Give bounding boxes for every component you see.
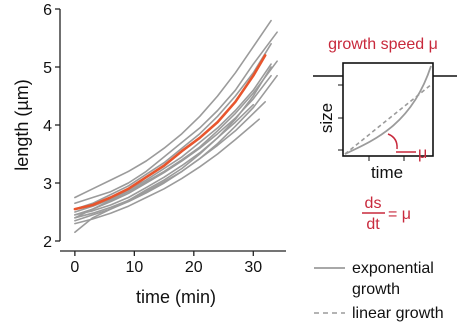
x-tick-label: 20 [185, 259, 203, 276]
trace-lines [73, 19, 278, 234]
trace-line [74, 19, 272, 199]
y-tick-label: 6 [43, 2, 52, 19]
inset-x-label: time [371, 163, 403, 182]
trace-line [74, 42, 272, 210]
main-plot: 2 3 4 5 6 0 10 20 30 length (µm) time (min) [12, 2, 286, 307]
x-tick-label: 10 [125, 259, 143, 276]
formula-rhs: = μ [388, 206, 411, 223]
highlighted-trace-line [73, 54, 267, 211]
legend-exponential-label: exponential growth [352, 260, 438, 298]
legend: exponential growth linear growth [314, 260, 444, 322]
legend-linear-label: linear growth [352, 305, 444, 322]
trace-line [74, 118, 261, 225]
y-axis-label: length (µm) [12, 79, 32, 170]
x-ticks: 0 10 20 30 [70, 251, 262, 276]
inset-x-ticks [368, 156, 405, 161]
inset-y-label: size [317, 103, 336, 133]
slope-angle-arc [387, 133, 398, 150]
inset-frame [342, 62, 434, 157]
formula-numerator: ds [365, 195, 382, 212]
x-tick-label: 0 [70, 259, 79, 276]
trace-line [74, 66, 272, 234]
y-ticks: 2 3 4 5 6 [43, 2, 60, 251]
trace-line [74, 60, 278, 219]
inset-y-ticks [338, 84, 343, 151]
formula-denominator: dt [366, 216, 380, 233]
legend-exponential-line2: growth [352, 281, 400, 298]
y-tick-label: 4 [43, 118, 52, 135]
x-tick-label: 30 [244, 259, 262, 276]
y-tick-label: 3 [43, 176, 52, 193]
y-tick-label: 5 [43, 60, 52, 77]
x-axis-label: time (min) [136, 287, 216, 307]
exponential-curve [344, 65, 432, 155]
y-tick-label: 2 [43, 234, 52, 251]
linear-curve [344, 83, 433, 155]
trace-line [74, 31, 278, 205]
growth-formula: ds dt = μ [362, 195, 411, 233]
mu-label: μ [418, 145, 427, 162]
inset-schematic: growth speed μ μ size time ds dt = μ [313, 36, 457, 233]
trace-line [74, 63, 272, 213]
legend-exponential-line1: exponential [352, 260, 434, 277]
inset-title: growth speed μ [328, 36, 438, 53]
